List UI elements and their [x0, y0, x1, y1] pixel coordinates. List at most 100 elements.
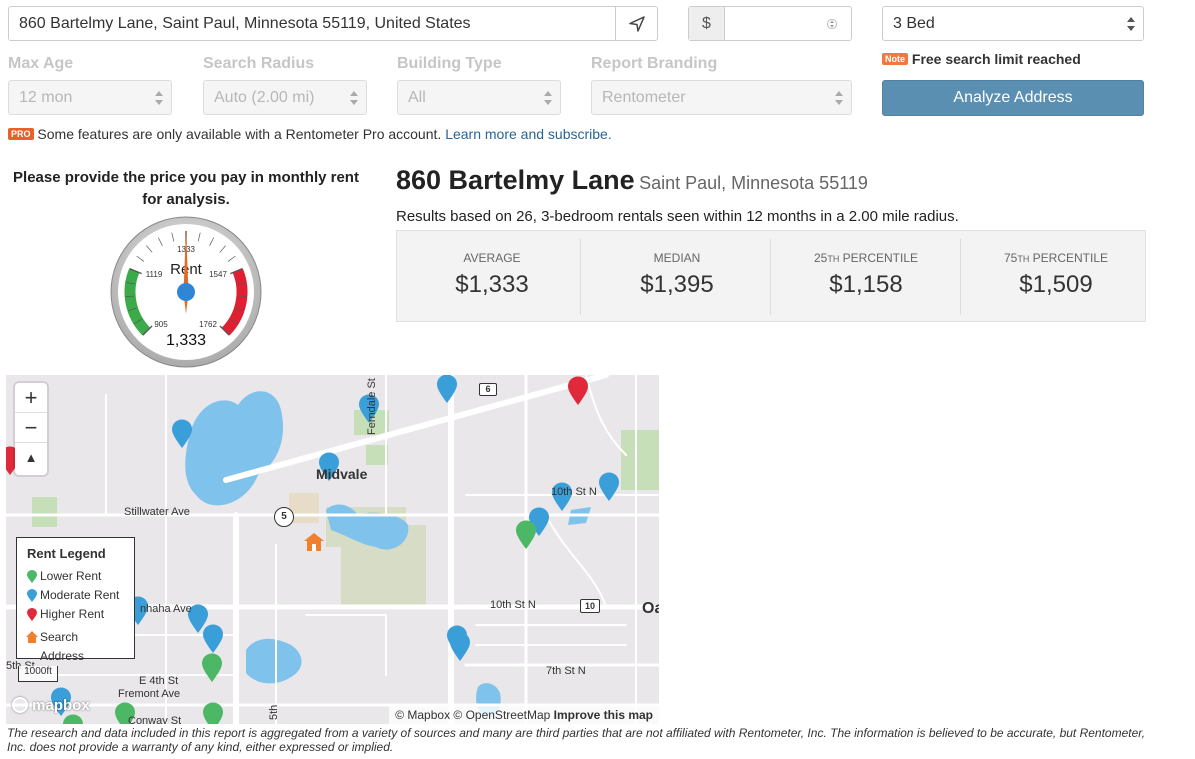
zoom-controls: + − ▲ — [15, 383, 47, 475]
gauge-tick-mark — [146, 245, 153, 253]
gauge-tick-mark — [237, 282, 247, 285]
street-label-7th-n: 7th St N — [546, 665, 586, 677]
legend-row-lower: Lower Rent — [27, 567, 124, 586]
zoom-out-button[interactable]: − — [15, 413, 47, 443]
select-arrows-icon — [350, 90, 358, 106]
moderate-rent-pin-icon[interactable] — [203, 624, 223, 654]
rent-gauge: 905 1119 1333 1547 1762 Rent 1,333 — [110, 216, 262, 368]
place-label-midvale: Midvale — [316, 466, 368, 482]
higher-rent-pin-icon[interactable] — [568, 376, 588, 406]
gauge-tick-mark — [230, 318, 239, 325]
rent-legend: Rent Legend Lower Rent Moderate Rent Hig… — [16, 537, 135, 663]
bedrooms-select[interactable]: 3 Bed — [882, 6, 1144, 41]
lake — [185, 391, 284, 506]
building-type-select[interactable]: All — [397, 80, 561, 115]
improve-map-link[interactable]: Improve this map — [553, 708, 653, 722]
lower-rent-pin-icon[interactable] — [203, 702, 223, 725]
gauge-tick-mark — [197, 232, 201, 242]
gauge-tick-1119: 1119 — [146, 270, 163, 279]
gauge-tick-mark — [219, 325, 230, 336]
stats-panel: AVERAGE $1,333 MEDIAN $1,395 25TH PERCEN… — [396, 230, 1146, 322]
gauge-green-band — [124, 268, 151, 336]
result-city: Saint Paul, Minnesota 55119 — [639, 173, 868, 193]
street-label-conway: Conway St — [128, 715, 182, 724]
attribution-text[interactable]: © Mapbox © OpenStreetMap — [395, 708, 551, 722]
stat-25th-percentile: 25TH PERCENTILE $1,158 — [771, 231, 961, 321]
gauge-tick-mark — [227, 255, 236, 262]
stat-value: $1,395 — [640, 271, 714, 298]
search-address-marker-icon[interactable] — [304, 533, 324, 551]
report-branding-select[interactable]: Rentometer — [591, 80, 852, 115]
stat-average: AVERAGE $1,333 — [397, 231, 587, 321]
result-summary: Results based on 26, 3-bedroom rentals s… — [396, 208, 959, 225]
moderate-rent-pin-icon[interactable] — [599, 472, 619, 502]
gauge-tick-mark — [237, 295, 247, 298]
lower-rent-pin-icon[interactable] — [115, 702, 135, 725]
moderate-rent-pin-icon[interactable] — [172, 419, 192, 449]
lower-rent-pin-icon[interactable] — [516, 520, 536, 550]
gauge-tick-1762: 1762 — [199, 320, 217, 329]
house-icon — [26, 631, 38, 643]
moderate-rent-pin-icon[interactable] — [552, 482, 572, 512]
gauge-tick-mark — [125, 295, 135, 298]
lower-rent-pin-icon[interactable] — [63, 714, 83, 725]
locate-button[interactable] — [615, 7, 657, 40]
reset-north-button[interactable]: ▲ — [24, 450, 38, 465]
analyze-address-button[interactable]: Analyze Address — [882, 80, 1144, 116]
max-age-select[interactable]: 12 mon — [8, 80, 172, 115]
moderate-rent-pin-icon[interactable] — [437, 375, 457, 403]
blue-pin-icon — [27, 589, 37, 602]
gauge-tick-mark — [157, 237, 163, 246]
max-age-label: Max Age — [8, 55, 74, 72]
radius-select[interactable]: Auto (2.00 mi) — [203, 80, 367, 115]
park-area — [366, 445, 388, 465]
lake — [246, 638, 302, 684]
red-pin-icon — [27, 608, 37, 621]
moderate-rent-pin-icon[interactable] — [319, 452, 339, 481]
rent-map[interactable]: Midvale Stillwater Ave Ferndale St 10th … — [6, 375, 659, 724]
spinner-icon[interactable] — [827, 17, 837, 31]
lower-rent-pin-icon[interactable] — [202, 653, 222, 683]
route-shield-10: 10 — [580, 599, 600, 613]
route-shield-6: 6 — [479, 383, 497, 396]
place-label-oa: Oa — [642, 600, 659, 617]
mapbox-logo[interactable]: mapbox — [12, 697, 90, 714]
select-arrows-icon — [155, 90, 163, 106]
currency-addon: $ — [689, 7, 725, 40]
moderate-rent-pin-icon[interactable] — [188, 604, 208, 634]
stat-label: MEDIAN — [653, 251, 701, 265]
report-branding-value: Rentometer — [602, 89, 686, 106]
note-badge: Note — [882, 53, 908, 65]
gauge-tick-mark — [136, 255, 145, 262]
zoom-in-button[interactable]: + — [15, 383, 47, 413]
park-area — [621, 430, 659, 490]
pro-notice: PRO Some features are only available wit… — [8, 126, 612, 142]
gauge-value: 1,333 — [166, 332, 206, 349]
stat-value: $1,158 — [829, 271, 903, 298]
street-label-10th-n-east: 10th St N — [551, 486, 597, 498]
gauge-tick-mark — [171, 232, 175, 242]
moderate-rent-pin-icon[interactable] — [450, 632, 470, 662]
gauge-tick-mark — [235, 307, 245, 312]
report-branding-label: Report Branding — [591, 55, 718, 72]
route-shield-5: 5 — [274, 507, 294, 527]
moderate-rent-pin-icon[interactable] — [51, 687, 71, 717]
subscribe-link[interactable]: Learn more and subscribe. — [445, 126, 612, 142]
legend-row-moderate: Moderate Rent — [27, 586, 124, 605]
address-value: 860 Bartelmy Lane, Saint Paul, Minnesota… — [19, 15, 471, 32]
street-label-10th-n: 10th St N — [490, 599, 536, 611]
stat-75th-percentile: 75TH PERCENTILE $1,509 — [961, 231, 1151, 321]
stat-label: 75TH PERCENTILE — [1003, 251, 1109, 265]
limit-note: Note Free search limit reached — [882, 51, 1081, 67]
rent-input[interactable]: $ — [688, 6, 852, 41]
note-text: Free search limit reached — [911, 51, 1081, 67]
rent-pins — [6, 375, 619, 724]
street-label-minnehaha: nhaha Ave — [140, 603, 192, 615]
street-label-stillwater: Stillwater Ave — [124, 506, 190, 518]
address-input[interactable]: 860 Bartelmy Lane, Saint Paul, Minnesota… — [8, 6, 658, 41]
gauge-tick-mark — [125, 282, 135, 285]
gauge-tick-mark — [219, 245, 226, 253]
legend-row-higher: Higher Rent — [27, 605, 124, 624]
moderate-rent-pin-icon[interactable] — [359, 394, 379, 424]
location-arrow-icon — [629, 16, 645, 32]
